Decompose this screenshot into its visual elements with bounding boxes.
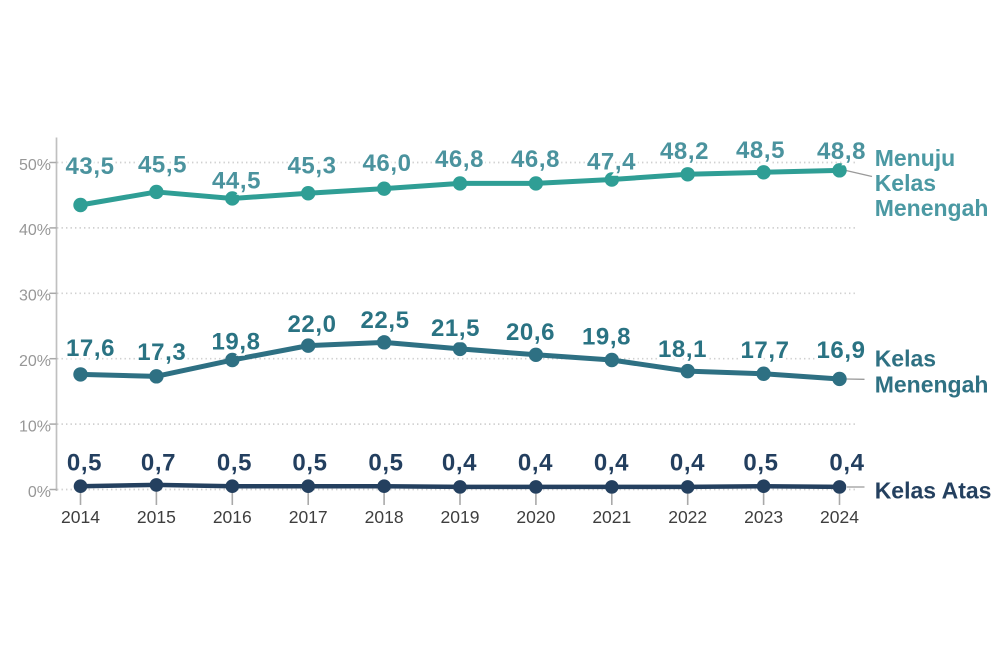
svg-text:0,4: 0,4 xyxy=(442,450,477,477)
svg-text:2020: 2020 xyxy=(516,507,555,527)
svg-text:2015: 2015 xyxy=(137,507,176,527)
svg-text:46,8: 46,8 xyxy=(511,146,560,173)
svg-text:2021: 2021 xyxy=(592,507,631,527)
svg-text:17,3: 17,3 xyxy=(137,339,186,366)
svg-text:17,7: 17,7 xyxy=(740,337,789,364)
svg-text:0,4: 0,4 xyxy=(518,450,553,477)
svg-text:2019: 2019 xyxy=(441,507,480,527)
svg-text:2022: 2022 xyxy=(668,507,707,527)
svg-text:22,5: 22,5 xyxy=(360,307,409,334)
svg-text:Menengah: Menengah xyxy=(875,372,989,398)
svg-text:0,7: 0,7 xyxy=(141,450,176,477)
svg-text:18,1: 18,1 xyxy=(658,336,707,363)
svg-text:0,5: 0,5 xyxy=(67,450,102,477)
svg-text:46,0: 46,0 xyxy=(362,150,411,177)
svg-text:Kelas: Kelas xyxy=(875,170,936,196)
svg-text:10%: 10% xyxy=(19,418,51,435)
svg-text:0,4: 0,4 xyxy=(829,450,864,477)
svg-text:46,8: 46,8 xyxy=(435,146,484,173)
svg-text:47,4: 47,4 xyxy=(587,149,636,176)
svg-text:44,5: 44,5 xyxy=(212,168,261,195)
svg-text:2014: 2014 xyxy=(61,507,100,527)
svg-text:20,6: 20,6 xyxy=(506,319,555,346)
svg-text:20%: 20% xyxy=(19,353,51,370)
svg-text:21,5: 21,5 xyxy=(431,315,480,342)
svg-text:43,5: 43,5 xyxy=(65,153,114,180)
svg-text:2017: 2017 xyxy=(289,507,328,527)
svg-text:Menuju: Menuju xyxy=(875,145,956,171)
svg-text:2016: 2016 xyxy=(213,507,252,527)
svg-text:17,6: 17,6 xyxy=(66,335,115,362)
svg-text:0,5: 0,5 xyxy=(743,450,778,477)
svg-text:45,5: 45,5 xyxy=(138,152,187,179)
svg-text:2024: 2024 xyxy=(820,507,859,527)
svg-text:16,9: 16,9 xyxy=(816,337,865,364)
svg-text:0,5: 0,5 xyxy=(217,450,252,477)
svg-text:48,5: 48,5 xyxy=(736,137,785,164)
svg-text:19,8: 19,8 xyxy=(211,328,260,355)
svg-text:0,5: 0,5 xyxy=(368,450,403,477)
svg-text:50%: 50% xyxy=(19,157,51,174)
svg-text:Kelas Atas: Kelas Atas xyxy=(875,478,992,504)
svg-text:0,4: 0,4 xyxy=(594,450,629,477)
svg-text:2018: 2018 xyxy=(365,507,404,527)
svg-text:0%: 0% xyxy=(28,484,51,501)
svg-text:48,2: 48,2 xyxy=(660,138,709,165)
svg-text:19,8: 19,8 xyxy=(582,323,631,350)
svg-text:40%: 40% xyxy=(19,222,51,239)
svg-text:48,8: 48,8 xyxy=(817,138,866,165)
svg-text:2023: 2023 xyxy=(744,507,783,527)
svg-text:22,0: 22,0 xyxy=(287,311,336,338)
svg-text:0,4: 0,4 xyxy=(670,450,705,477)
svg-text:45,3: 45,3 xyxy=(287,153,336,180)
svg-text:Menengah: Menengah xyxy=(875,195,989,221)
svg-text:0,5: 0,5 xyxy=(292,450,327,477)
svg-text:30%: 30% xyxy=(19,288,51,305)
svg-text:Kelas: Kelas xyxy=(875,346,936,372)
